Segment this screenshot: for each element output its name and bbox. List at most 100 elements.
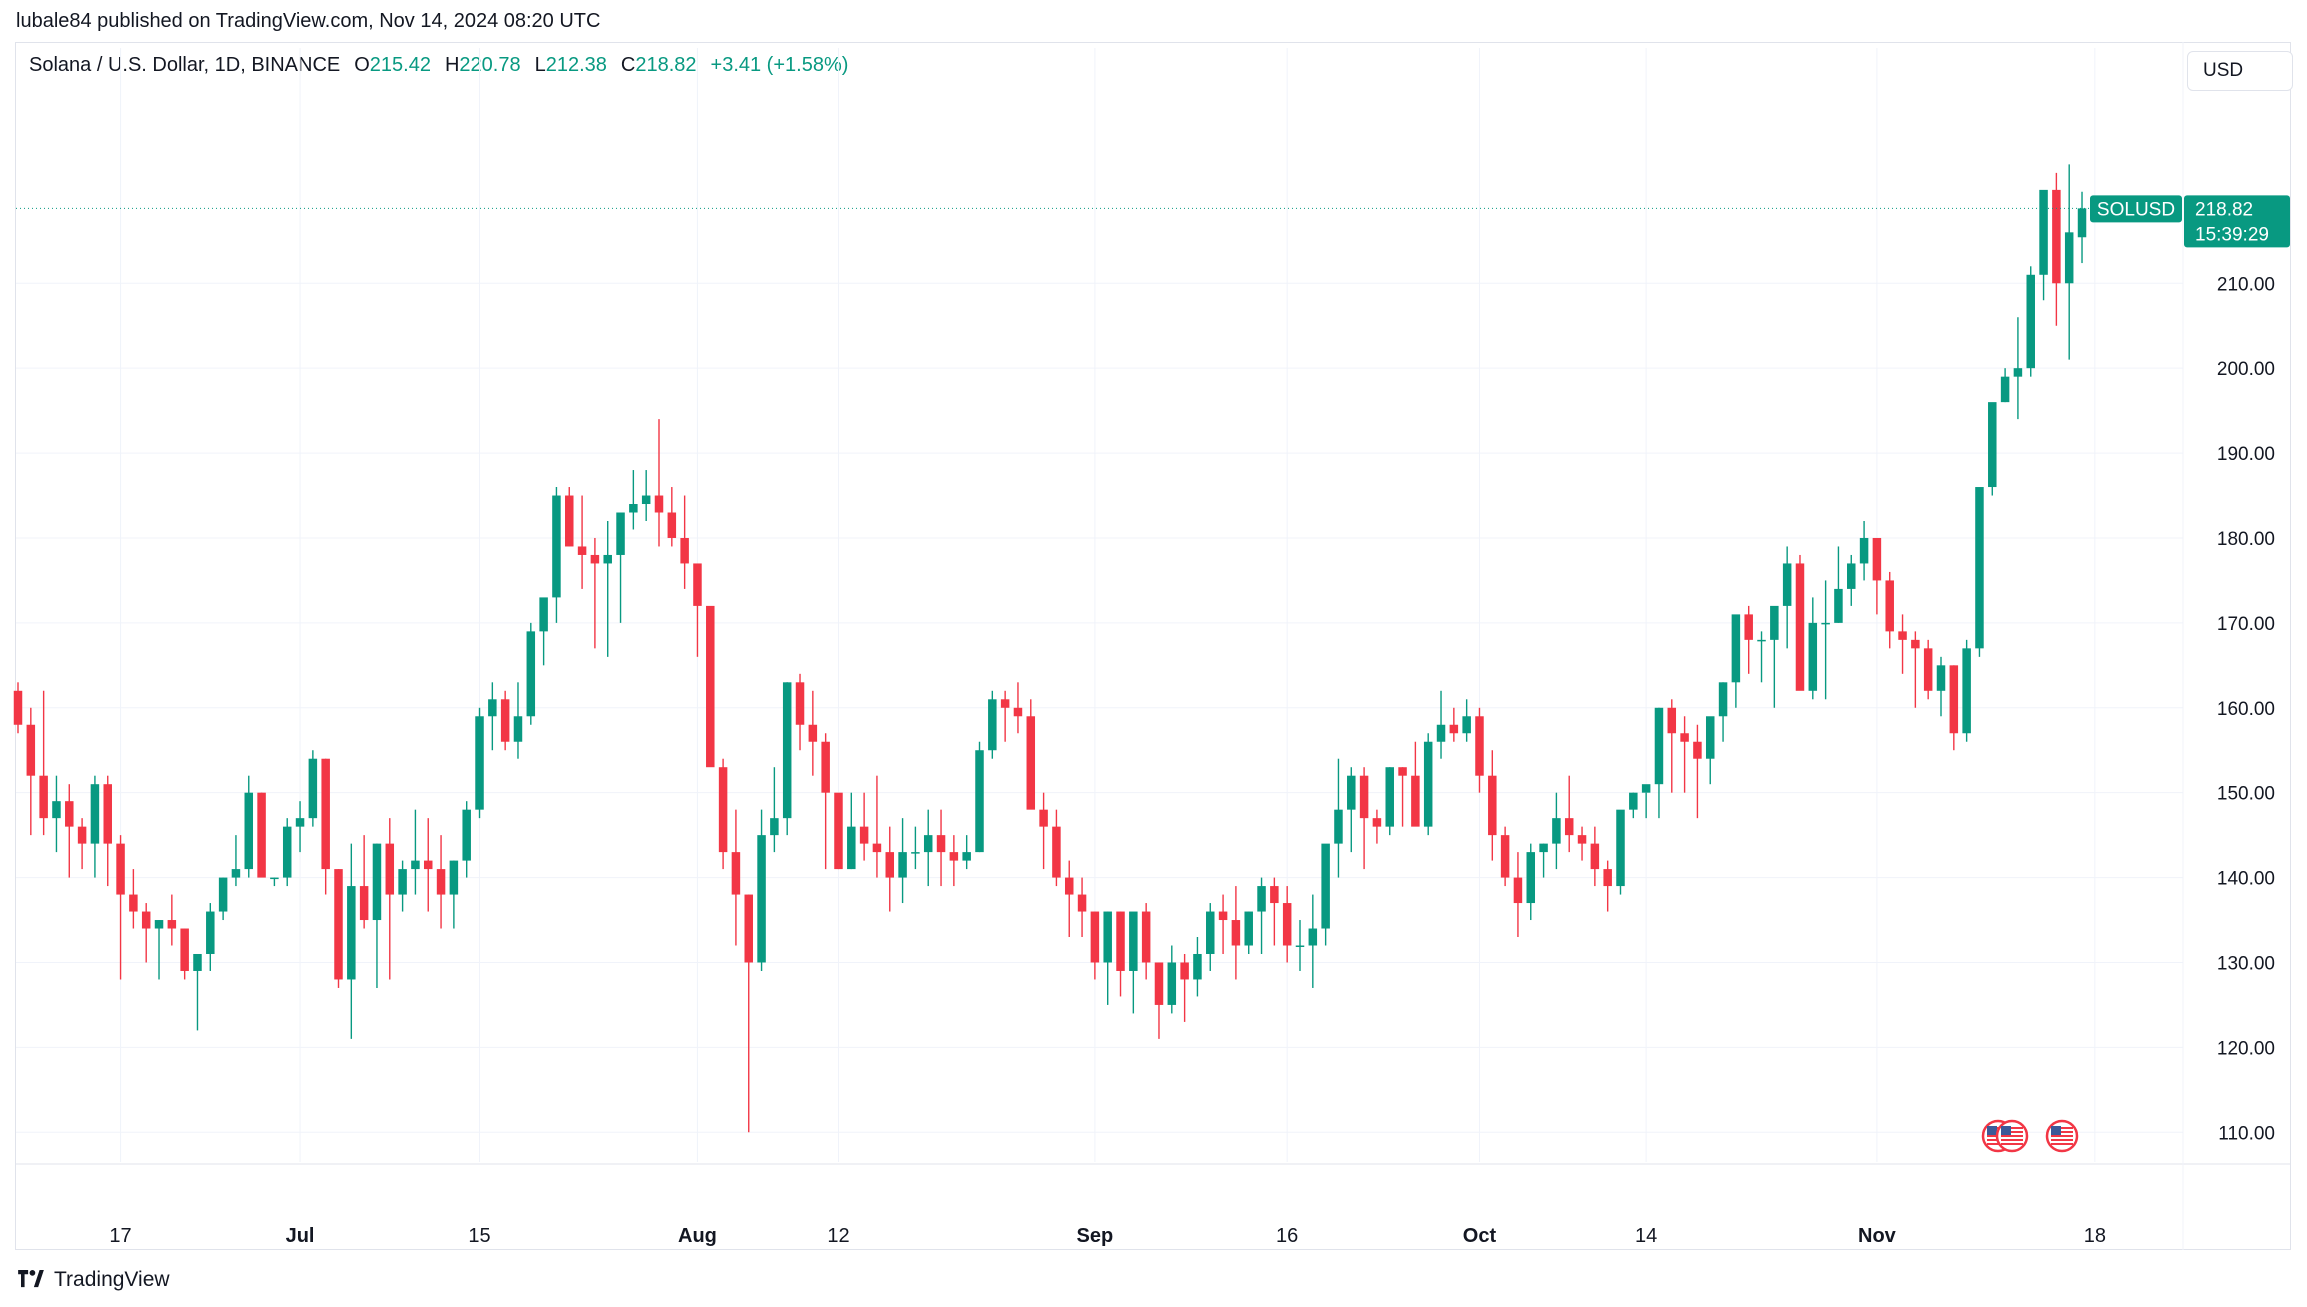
candle-up bbox=[552, 495, 561, 598]
open-value: 215.42 bbox=[369, 54, 431, 76]
candle-up bbox=[1321, 843, 1330, 929]
last-price-label: 218.82 bbox=[2195, 199, 2253, 220]
candle-down bbox=[13, 690, 23, 725]
us-flag-event-icon[interactable] bbox=[1995, 1119, 2029, 1153]
high-key: H bbox=[444, 54, 460, 76]
candle-down bbox=[180, 928, 189, 971]
candle-down bbox=[1064, 877, 1074, 895]
candle-up bbox=[1629, 792, 1638, 810]
candle-down bbox=[1500, 835, 1510, 878]
candle-down bbox=[1398, 767, 1407, 776]
candle-up bbox=[295, 818, 305, 827]
us-flag-event-icon[interactable] bbox=[2045, 1119, 2079, 1153]
candle-down bbox=[936, 835, 946, 853]
candle-down bbox=[1411, 775, 1420, 827]
candle-up bbox=[154, 920, 164, 929]
candle-down bbox=[667, 512, 677, 538]
candle-down bbox=[1577, 835, 1587, 844]
candle-up bbox=[1859, 537, 1869, 564]
x-tick-label: 15 bbox=[468, 1225, 490, 1247]
candle-down bbox=[1231, 920, 1241, 946]
candle-up bbox=[1385, 767, 1394, 827]
candle-down bbox=[744, 894, 753, 963]
candle-down bbox=[1449, 724, 1459, 734]
candle-down bbox=[1372, 818, 1382, 827]
candle-up bbox=[308, 758, 318, 819]
candle-up bbox=[218, 877, 228, 912]
candle-down bbox=[872, 843, 882, 853]
last-price-tag bbox=[2184, 195, 2290, 248]
candle-down bbox=[141, 911, 151, 929]
candle-down bbox=[1923, 648, 1933, 691]
candle-down bbox=[680, 537, 689, 564]
candle-up bbox=[1654, 707, 1664, 785]
candle-down bbox=[693, 563, 702, 606]
candle-down bbox=[1872, 537, 1882, 581]
candle-down bbox=[1603, 869, 1612, 887]
candle-down bbox=[1475, 716, 1484, 776]
candle-up bbox=[1821, 622, 1830, 625]
candle-up bbox=[898, 852, 907, 878]
candle-up bbox=[526, 631, 536, 717]
candle-up bbox=[911, 852, 920, 854]
low-key: L bbox=[534, 54, 546, 76]
candle-up bbox=[1334, 809, 1343, 844]
candle-down bbox=[654, 495, 664, 513]
high-value: 220.78 bbox=[459, 54, 521, 76]
candle-down bbox=[577, 546, 587, 555]
candle-down bbox=[1590, 843, 1600, 870]
candle-down bbox=[65, 801, 74, 827]
y-tick-label: 170.00 bbox=[2217, 614, 2275, 635]
candle-down bbox=[2052, 189, 2061, 284]
x-tick-label: 14 bbox=[1635, 1225, 1657, 1247]
candle-up bbox=[603, 554, 612, 564]
candle-up bbox=[1308, 928, 1318, 946]
x-tick-label: Sep bbox=[1077, 1225, 1114, 1247]
candle-up bbox=[847, 826, 856, 870]
open-key: O bbox=[354, 54, 370, 76]
candle-down bbox=[731, 852, 741, 895]
x-tick-label: 17 bbox=[109, 1225, 131, 1247]
candle-up bbox=[1526, 852, 1536, 904]
candle-up bbox=[2013, 368, 2023, 377]
candle-up bbox=[2039, 189, 2048, 275]
candle-down bbox=[103, 784, 112, 844]
x-tick-label: 12 bbox=[827, 1225, 849, 1247]
candle-down bbox=[26, 724, 36, 776]
currency-selector[interactable]: USD bbox=[2187, 51, 2293, 91]
candle-up bbox=[231, 869, 241, 878]
candle-down bbox=[1898, 631, 1907, 640]
candle-down bbox=[1693, 741, 1702, 759]
candle-up bbox=[782, 682, 792, 819]
publisher-line: lubale84 published on TradingView.com, N… bbox=[16, 10, 601, 32]
candle-up bbox=[1206, 911, 1215, 954]
candle-down bbox=[39, 775, 48, 819]
y-tick-label: 200.00 bbox=[2217, 359, 2275, 380]
candle-up bbox=[1834, 588, 1843, 623]
candle-up bbox=[488, 699, 497, 717]
candle-down bbox=[1564, 818, 1574, 836]
close-key: C bbox=[620, 54, 636, 76]
symbol-tag bbox=[2090, 195, 2182, 223]
candle-down bbox=[834, 792, 843, 870]
candle-down bbox=[1218, 911, 1228, 921]
tradingview-brand: TradingView bbox=[54, 1268, 170, 1291]
tradingview-footer[interactable]: TradingView bbox=[16, 1268, 170, 1292]
y-tick-label: 140.00 bbox=[2217, 869, 2275, 890]
candle-up bbox=[1705, 716, 1715, 759]
candle-up bbox=[462, 809, 471, 861]
candle-up bbox=[2026, 274, 2035, 369]
symbol-description[interactable]: Solana / U.S. Dollar, 1D, BINANCE bbox=[29, 54, 341, 76]
y-tick-label: 160.00 bbox=[2217, 699, 2275, 720]
y-tick-label: 120.00 bbox=[2217, 1038, 2275, 1059]
candle-up bbox=[923, 835, 933, 853]
y-tick-label: 190.00 bbox=[2217, 444, 2275, 465]
candle-down bbox=[321, 758, 330, 870]
y-tick-label: 110.00 bbox=[2218, 1123, 2275, 1144]
candle-up bbox=[1718, 682, 1728, 717]
candle-up bbox=[962, 852, 971, 861]
chart-legend: Solana / U.S. Dollar, 1D, BINANCE O 215.… bbox=[29, 54, 862, 77]
candle-up bbox=[270, 877, 279, 880]
candle-down bbox=[821, 741, 830, 793]
